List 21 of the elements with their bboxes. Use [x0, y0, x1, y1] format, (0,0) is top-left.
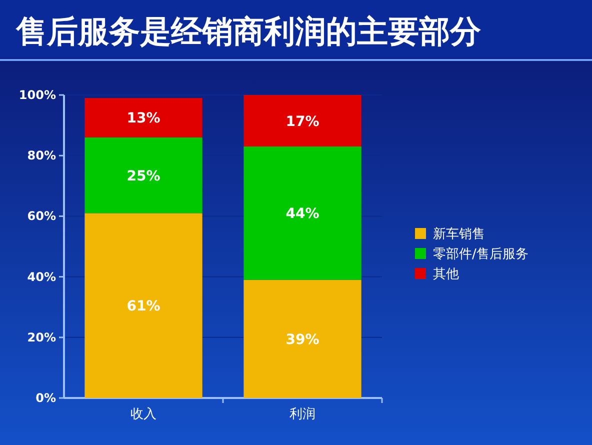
data-label: 13%	[126, 110, 160, 127]
y-tick-label: 100%	[18, 88, 56, 102]
y-tick-label: 60%	[27, 209, 56, 224]
y-tick-label: 0%	[36, 391, 56, 405]
legend-item: 零部件/售后服务	[415, 247, 528, 262]
data-label: 61%	[126, 298, 160, 315]
data-label: 44%	[286, 206, 320, 222]
data-label: 17%	[286, 114, 320, 130]
legend-item: 新车销售	[415, 227, 485, 242]
y-tick-label: 20%	[27, 330, 56, 344]
y-tick-label: 80%	[27, 148, 56, 163]
x-tick-label: 利润	[290, 407, 316, 422]
y-tick-label: 40%	[27, 270, 56, 284]
legend-item: 其他	[415, 267, 459, 282]
data-label: 25%	[126, 168, 160, 184]
chart-title: 售后服务是经销商利润的主要部分	[15, 14, 481, 50]
x-tick-label: 收入	[130, 407, 156, 422]
legend-label: 零部件/售后服务	[433, 247, 528, 262]
legend-label: 其他	[433, 267, 459, 282]
data-label: 39%	[286, 332, 320, 348]
legend-label: 新车销售	[433, 227, 485, 242]
